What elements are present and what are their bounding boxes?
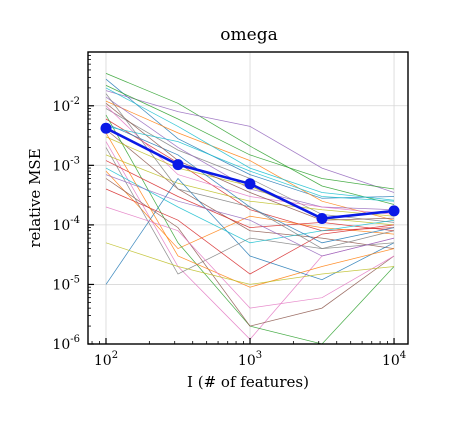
y-tick-exp-3: -5 (70, 274, 80, 285)
background-series-line-8 (105, 154, 395, 217)
y-tick-label-2: 10-4 (52, 215, 80, 234)
background-series-line-27 (105, 126, 395, 202)
chart-title: omega (220, 25, 277, 45)
background-series-line-4 (105, 90, 395, 193)
background-series-line-25 (105, 103, 395, 221)
main-series-point-1 (172, 159, 184, 171)
y-axis-label: relative MSE (26, 148, 44, 247)
x-tick-base-0: 10 (94, 353, 112, 369)
y-tick-base-1: 10 (52, 158, 70, 174)
background-series-line-21 (105, 85, 395, 190)
y-tick-label-4: 10-6 (52, 334, 80, 353)
main-series-point-2 (244, 178, 256, 190)
x-tick-exp-1: 3 (256, 350, 262, 361)
y-tick-base-2: 10 (52, 218, 70, 234)
x-tick-label-1: 103 (238, 350, 262, 369)
background-series-line-10 (105, 177, 395, 285)
x-tick-label-2: 104 (382, 350, 406, 369)
y-tick-label-1: 10-3 (52, 155, 80, 174)
y-tick-label-3: 10-5 (52, 274, 80, 293)
x-tick-base-1: 10 (238, 353, 256, 369)
y-tick-label-0: 10-2 (52, 96, 80, 115)
background-series-line-17 (105, 147, 395, 275)
background-series-line-22 (105, 188, 395, 275)
x-tick-label-0: 102 (94, 350, 118, 369)
y-tick-exp-2: -4 (70, 215, 80, 226)
background-series-lines (105, 73, 395, 345)
y-tick-base-0: 10 (52, 99, 70, 115)
background-series-line-2 (105, 73, 395, 205)
y-tick-base-3: 10 (52, 277, 70, 293)
y-tick-exp-4: -6 (70, 334, 80, 345)
background-series-line-23 (105, 132, 395, 288)
background-series-line-5 (105, 129, 395, 249)
x-tick-exp-2: 4 (400, 350, 406, 361)
background-series-line-15 (105, 178, 395, 327)
main-series-point-3 (316, 213, 328, 224)
background-series-line-29 (105, 93, 395, 250)
background-series-line-19 (105, 167, 395, 244)
y-tick-exp-1: -3 (70, 155, 80, 166)
main-series-point-4 (388, 205, 400, 217)
plot-frame (87, 51, 409, 345)
background-series-line-24 (105, 174, 395, 257)
main-series (100, 122, 400, 224)
x-tick-base-2: 10 (382, 353, 400, 369)
background-series-line-26 (105, 206, 395, 309)
background-series-line-13 (105, 160, 395, 232)
y-tick-exp-0: -2 (70, 96, 80, 107)
x-axis-label: I (# of features) (187, 373, 309, 391)
gridlines (88, 52, 408, 345)
main-series-point-0 (100, 122, 112, 134)
background-series-line-28 (105, 242, 395, 285)
y-tick-base-4: 10 (52, 337, 70, 353)
x-tick-exp-0: 2 (112, 350, 118, 361)
background-series-line-9 (105, 87, 395, 201)
